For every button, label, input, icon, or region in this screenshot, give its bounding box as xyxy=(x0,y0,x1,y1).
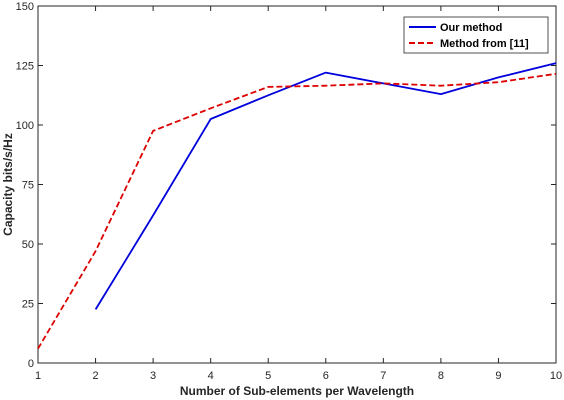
y-tick-label: 100 xyxy=(16,120,34,132)
x-tick-label: 7 xyxy=(380,370,386,382)
x-tick-label: 10 xyxy=(550,370,562,382)
x-tick-label: 8 xyxy=(438,370,444,382)
legend-label-our-method: Our method xyxy=(440,22,502,34)
y-tick-label: 50 xyxy=(22,239,34,251)
y-tick-label: 150 xyxy=(16,1,34,13)
series-lines xyxy=(37,62,557,350)
legend-box xyxy=(403,16,549,54)
x-axis-ticks: 1 2 3 4 5 6 7 8 9 10 xyxy=(35,6,562,382)
plot-area xyxy=(37,5,557,364)
x-tick-label: 4 xyxy=(208,370,214,382)
series-line-method-from-11 xyxy=(37,72,557,350)
x-tick-label: 2 xyxy=(92,370,98,382)
x-tick-label: 3 xyxy=(150,370,156,382)
legend: Our method Method from [11] xyxy=(403,16,549,54)
x-tick-label: 5 xyxy=(265,370,271,382)
y-tick-label: 75 xyxy=(22,180,34,192)
x-axis-label: Number of Sub-elements per Wavelength xyxy=(180,384,414,398)
y-axis-label: Capacity bits/s/Hz xyxy=(1,133,15,236)
x-tick-label: 1 xyxy=(35,370,41,382)
x-tick-label: 6 xyxy=(323,370,329,382)
y-tick-label: 25 xyxy=(22,299,34,311)
x-tick-label: 9 xyxy=(495,370,501,382)
y-tick-label: 0 xyxy=(28,358,34,370)
legend-label-method-from-11: Method from [11] xyxy=(440,38,529,50)
y-tick-label: 125 xyxy=(16,61,34,73)
y-axis-ticks: 0 25 50 75 100 125 150 xyxy=(16,1,556,370)
